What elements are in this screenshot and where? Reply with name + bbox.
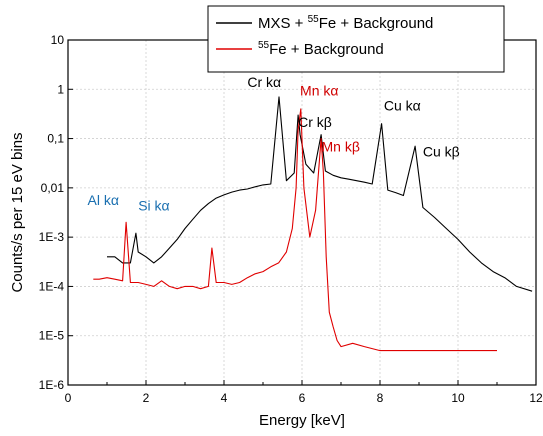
legend-label: 55Fe + Background bbox=[258, 40, 384, 58]
peak-label: Mn kα bbox=[300, 82, 338, 98]
peak-label: Cr kα bbox=[247, 74, 281, 90]
series-layer bbox=[93, 96, 533, 352]
peak-label: Al kα bbox=[88, 192, 119, 208]
x-tick-label: 4 bbox=[221, 391, 228, 405]
legend: MXS + 55Fe + Background 55Fe + Background bbox=[207, 5, 505, 73]
x-tick-label: 12 bbox=[529, 391, 543, 405]
legend-label: MXS + 55Fe + Background bbox=[258, 14, 433, 32]
x-tick-label: 0 bbox=[65, 391, 72, 405]
y-tick-label: 1E-4 bbox=[39, 279, 65, 293]
x-axis-title: Energy [keV] bbox=[259, 412, 345, 429]
y-tick-label: 10 bbox=[51, 33, 65, 47]
peak-label: Cu kβ bbox=[423, 144, 460, 160]
y-tick-label: 0,1 bbox=[47, 132, 64, 146]
x-tick-label: 6 bbox=[299, 391, 306, 405]
y-tick-label: 0,01 bbox=[41, 181, 65, 195]
peak-label: Si kα bbox=[138, 197, 169, 213]
y-tick-label: 1E-3 bbox=[39, 230, 65, 244]
y-axis-title: Counts/s per 15 eV bins bbox=[9, 132, 26, 292]
x-tick-label: 2 bbox=[143, 391, 150, 405]
y-tick-label: 1 bbox=[57, 82, 64, 96]
series-fe-background bbox=[93, 108, 497, 352]
peak-label: Mn kβ bbox=[322, 138, 360, 154]
legend-box bbox=[207, 5, 505, 73]
x-tick-label: 8 bbox=[377, 391, 384, 405]
annotation-layer: Cr kα Mn kα Cr kβ Mn kβ Cu kα Cu kβ Al kα Si kα bbox=[88, 74, 460, 213]
grid-layer bbox=[68, 40, 536, 385]
peak-label: Cr kβ bbox=[298, 114, 332, 130]
x-tick-label: 10 bbox=[451, 391, 465, 405]
series-mxs-fe-background bbox=[107, 96, 533, 292]
tick-layer: 0 2 4 6 8 10 12 1E-6 1E-5 1E-4 1E-3 0,01 0,1 1 10 bbox=[39, 33, 543, 405]
y-tick-label: 1E-6 bbox=[39, 378, 65, 392]
peak-label: Cu kα bbox=[384, 98, 421, 114]
y-tick-label: 1E-5 bbox=[39, 329, 65, 343]
